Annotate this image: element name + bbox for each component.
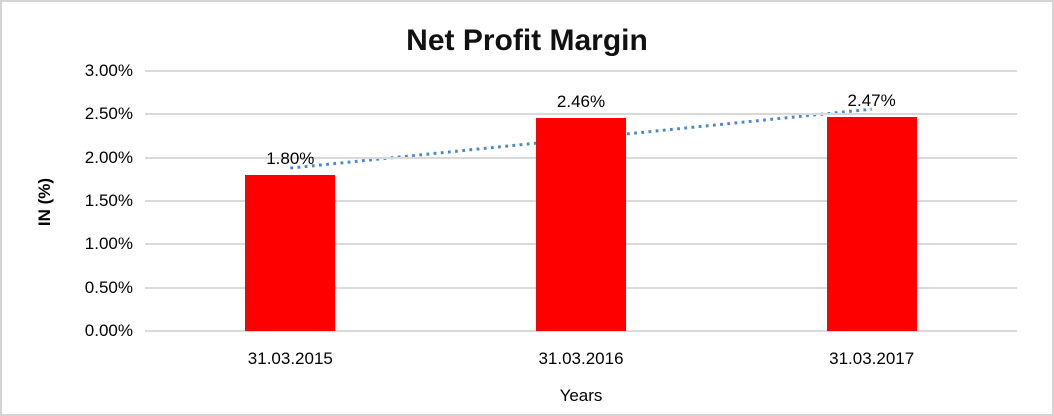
y-axis-tick-label: 2.50% — [84, 104, 133, 124]
bar-31.03.2015 — [245, 175, 336, 331]
bar-31.03.2016 — [536, 117, 626, 331]
y-axis-tick-label: 2.00% — [84, 147, 133, 167]
x-axis-title: Years — [559, 386, 603, 405]
chart-title: Net Profit Margin — [406, 24, 648, 57]
y-axis-tick-label: 3.00% — [84, 61, 133, 80]
bar-data-label: 1.80% — [266, 149, 315, 168]
x-axis-tick-label: 31.03.2017 — [829, 349, 915, 368]
x-axis-tick-label: 31.03.2016 — [538, 349, 624, 368]
gridline — [145, 70, 1017, 72]
gridline — [145, 330, 1017, 332]
y-axis-tick-label: 1.50% — [84, 191, 133, 210]
x-axis-tick-label: 31.03.2015 — [247, 349, 333, 368]
bar-data-label: 2.47% — [847, 90, 896, 110]
gridline — [145, 113, 1017, 116]
y-axis-tick-label: 1.00% — [84, 234, 133, 254]
y-axis-tick-label: 0.50% — [84, 277, 133, 297]
bar-31.03.2017 — [826, 116, 917, 331]
bar-data-label: 2.46% — [556, 91, 606, 111]
y-axis-tick-label: 0.00% — [84, 321, 133, 340]
